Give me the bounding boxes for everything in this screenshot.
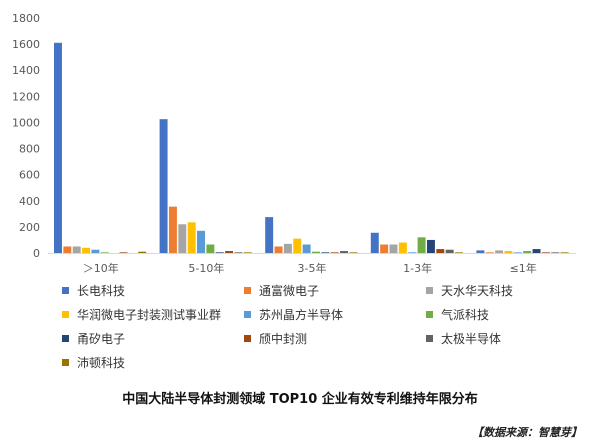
legend-label: 通富微电子 — [259, 284, 320, 298]
legend-item: 苏州晶方半导体 — [244, 306, 343, 323]
bar — [340, 251, 349, 253]
legend-item: 颀中封测 — [244, 330, 307, 347]
x-tick-label: ＞10年 — [83, 261, 119, 275]
legend-item: 天水华天科技 — [426, 282, 513, 299]
legend-label: 沛顿科技 — [77, 356, 126, 370]
bar — [293, 238, 302, 253]
legend-item: 甬矽电子 — [62, 330, 125, 347]
bar — [523, 251, 532, 253]
bar — [178, 224, 187, 253]
bar — [408, 252, 417, 253]
legend-item: 太极半导体 — [426, 330, 501, 347]
x-tick-label: 3-5年 — [298, 261, 327, 275]
bar — [100, 252, 109, 253]
bar — [72, 246, 81, 253]
bar — [532, 249, 541, 253]
source-note: 【数据来源：智慧芽】 — [472, 426, 582, 439]
legend-item: 气派科技 — [426, 306, 489, 323]
legend-item: 华润微电子封装测试事业群 — [62, 306, 221, 323]
y-tick-label: 1800 — [12, 12, 40, 25]
bar — [243, 252, 252, 253]
y-tick-label: 1000 — [12, 116, 40, 129]
bar — [63, 246, 72, 253]
bar — [225, 251, 234, 253]
bar — [398, 242, 407, 253]
bar — [455, 252, 463, 253]
legend-swatch — [62, 359, 69, 366]
bar — [312, 251, 320, 253]
legend-swatch — [244, 335, 251, 342]
bar — [485, 252, 494, 253]
x-tick-label: 5-10年 — [188, 261, 224, 275]
legend-label: 太极半导体 — [441, 332, 502, 346]
bar — [476, 250, 485, 253]
bar — [389, 244, 398, 253]
bar — [426, 239, 435, 253]
bar — [436, 249, 445, 253]
legend-label: 甬矽电子 — [77, 332, 126, 346]
legend-label: 长电科技 — [77, 284, 126, 298]
bar — [541, 252, 550, 253]
bar — [206, 244, 215, 253]
y-tick-label: 800 — [19, 143, 40, 156]
legend-swatch — [426, 335, 433, 342]
bar — [119, 252, 128, 253]
bar — [302, 244, 311, 253]
x-tick-label: ≤1年 — [510, 261, 537, 275]
bar — [234, 252, 243, 253]
legend-label: 气派科技 — [441, 308, 490, 322]
bar — [54, 42, 62, 253]
legend-label: 颀中封测 — [259, 332, 308, 346]
y-tick-label: 1400 — [12, 64, 40, 77]
legend-item: 长电科技 — [62, 282, 125, 299]
bar — [417, 237, 426, 253]
legend-label: 天水华天科技 — [441, 284, 514, 298]
bar — [513, 252, 522, 253]
bar — [349, 252, 358, 253]
x-tick-label: 1-3年 — [403, 261, 432, 275]
chart-title: 中国大陆半导体封测领域 TOP10 企业有效专利维持年限分布 — [122, 392, 478, 407]
legend-swatch — [244, 311, 251, 318]
legend-item: 通富微电子 — [244, 282, 319, 299]
bar — [82, 247, 91, 253]
bar — [168, 206, 177, 253]
bar — [215, 252, 224, 253]
bar — [380, 244, 389, 253]
y-tick-label: 600 — [19, 169, 40, 182]
legend-swatch — [62, 335, 69, 342]
legend-swatch — [244, 287, 251, 294]
y-tick-label: 1200 — [12, 90, 40, 103]
bar — [321, 252, 330, 253]
legend-swatch — [62, 311, 69, 318]
bar — [370, 232, 379, 253]
bar — [504, 251, 513, 253]
bar — [283, 243, 292, 253]
y-tick-label: 1600 — [12, 38, 40, 51]
y-tick-label: 400 — [19, 195, 40, 208]
y-tick-label: 200 — [19, 221, 40, 234]
bar — [330, 252, 339, 253]
y-tick-label: 0 — [33, 247, 40, 260]
bar — [187, 222, 196, 253]
legend-swatch — [426, 311, 433, 318]
legend-swatch — [62, 287, 69, 294]
bar — [265, 217, 274, 253]
bar — [138, 251, 147, 253]
legend-label: 华润微电子封装测试事业群 — [77, 308, 222, 322]
bar — [274, 246, 283, 253]
bar — [495, 250, 504, 253]
legend-label: 苏州晶方半导体 — [259, 308, 344, 322]
bar — [91, 249, 100, 253]
bar — [551, 252, 560, 253]
legend-swatch — [426, 287, 433, 294]
bar — [159, 119, 168, 253]
bar — [560, 252, 569, 253]
legend-item: 沛顿科技 — [62, 354, 125, 371]
bar — [445, 249, 454, 253]
bar — [197, 230, 205, 253]
